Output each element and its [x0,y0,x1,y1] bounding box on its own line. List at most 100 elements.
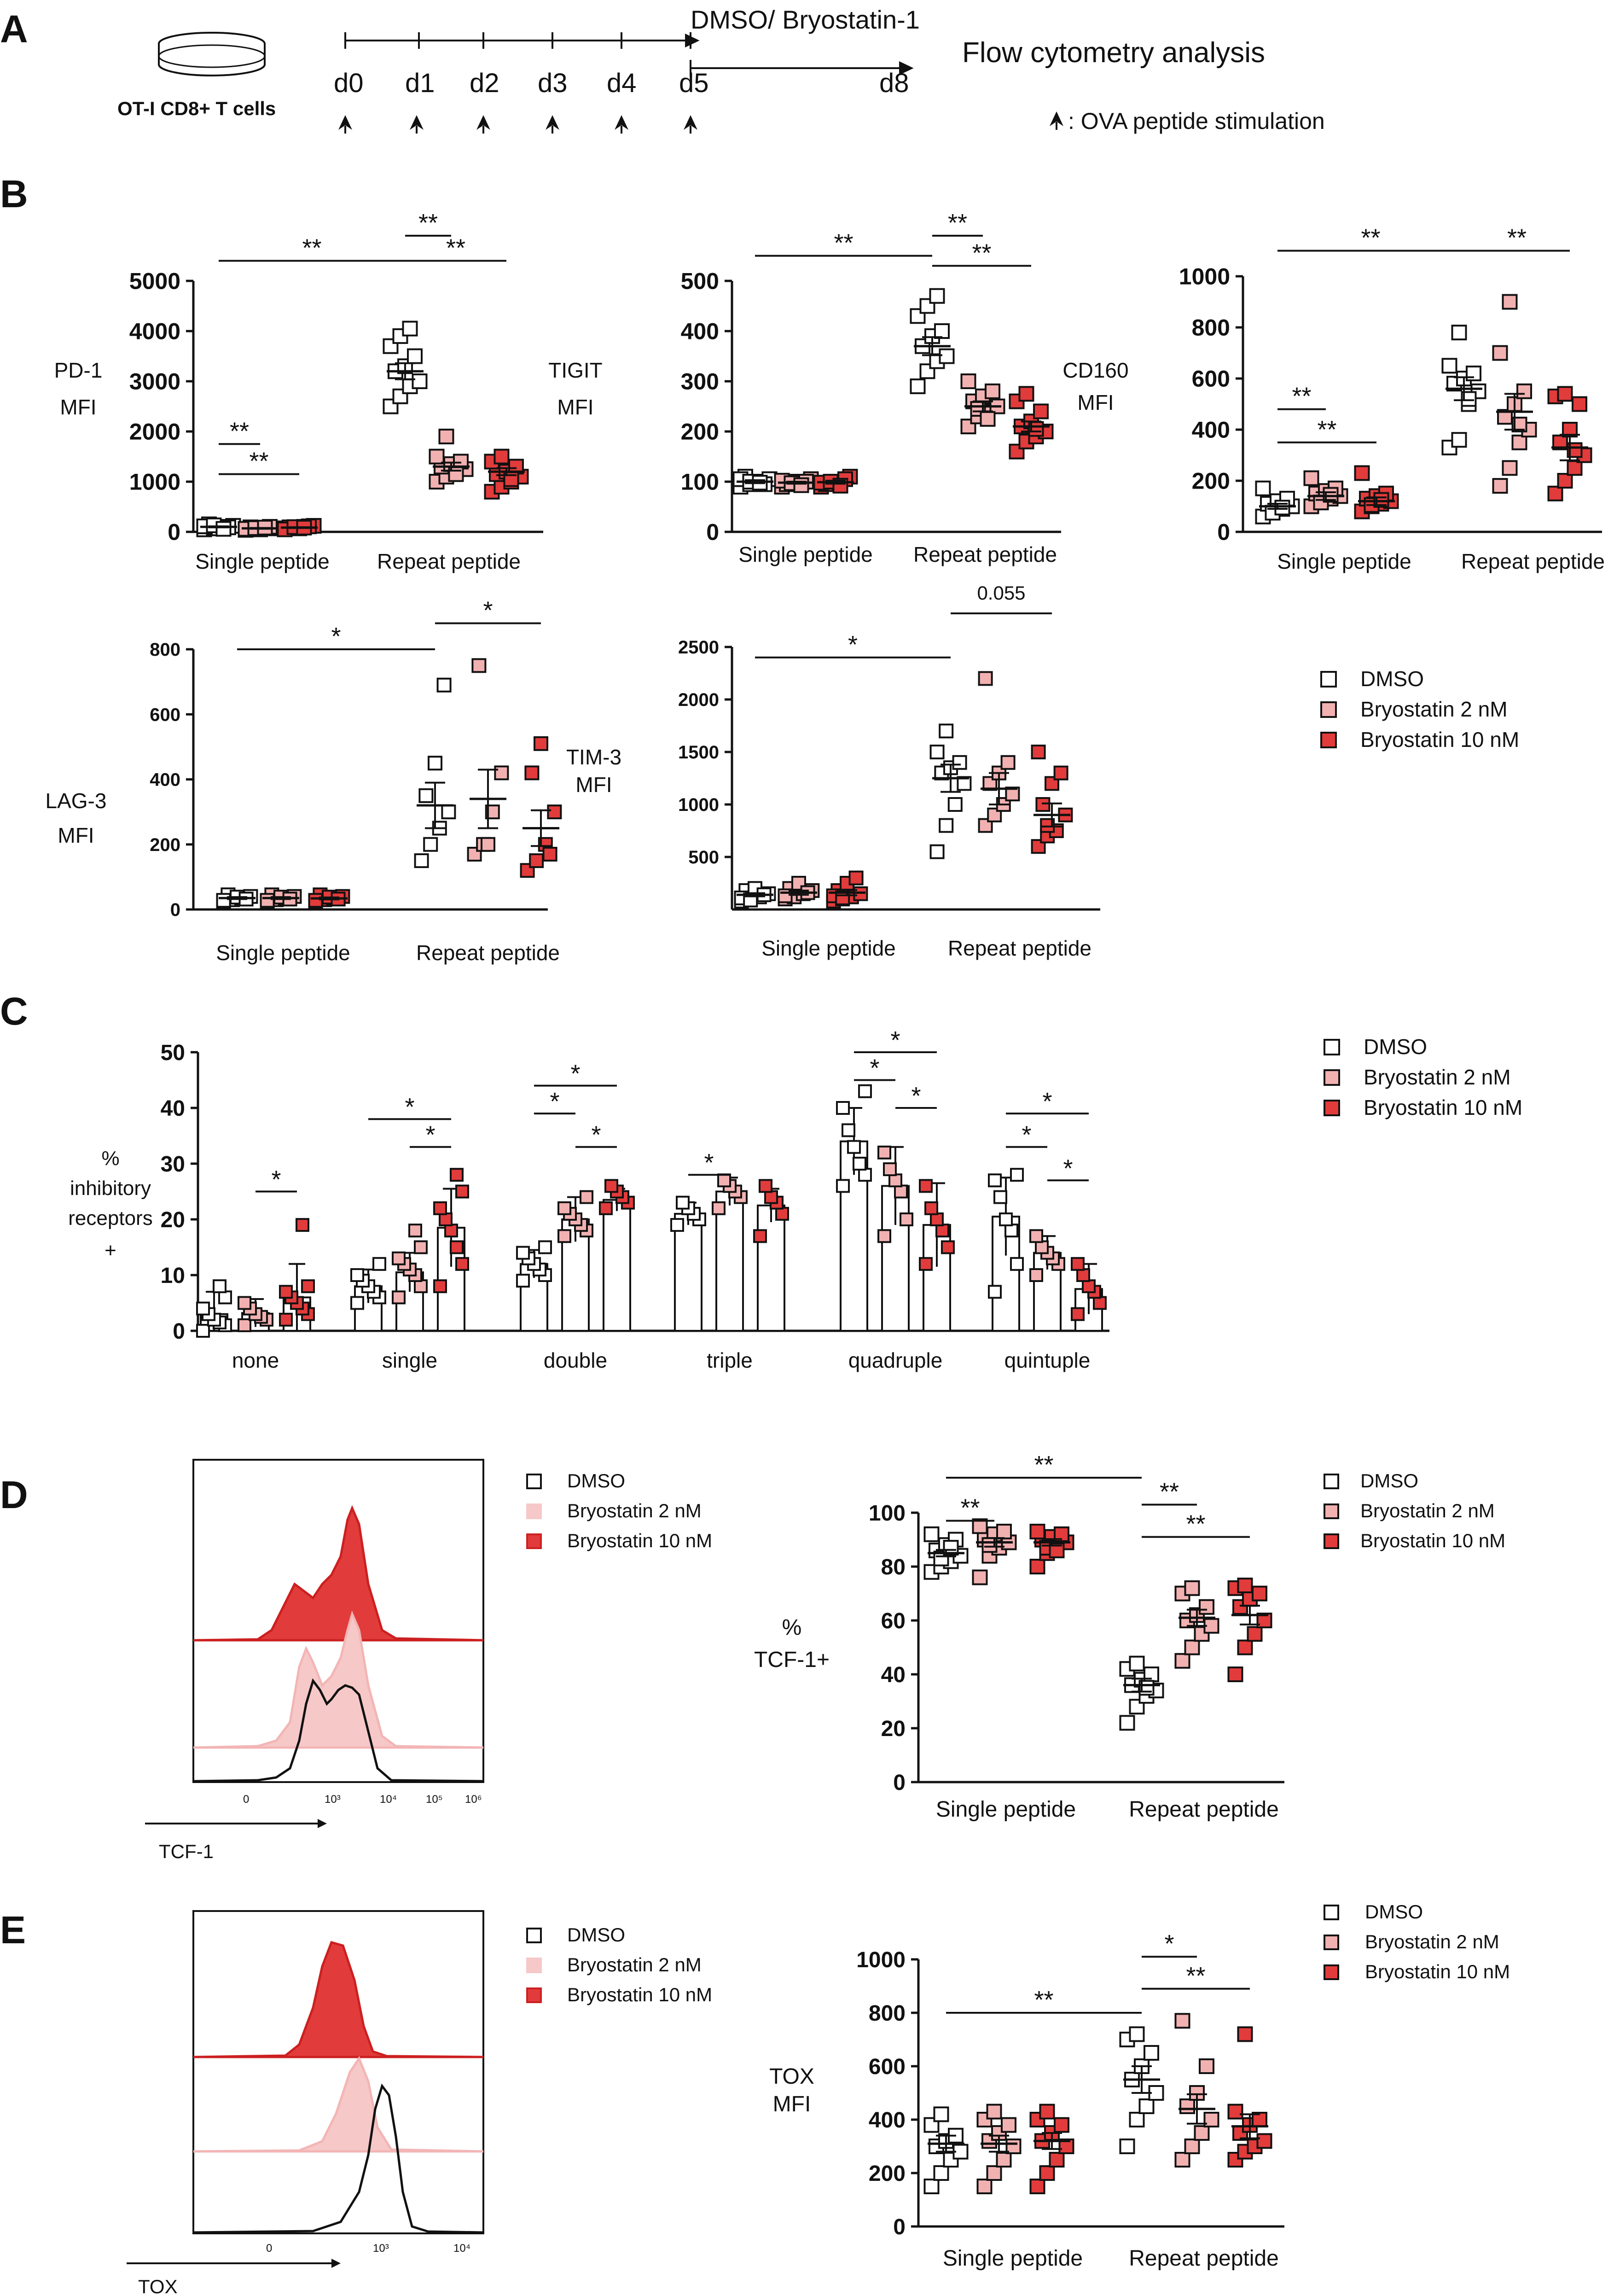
tigit-group-label-0: Single peptide [738,542,873,566]
tim3-ytick-label-0: 500 [688,847,719,868]
inhibitory-point-c1-s2-7 [450,1168,464,1182]
tox-ytick-label-5: 1000 [856,1948,906,1972]
tim3-ylabel-line-0: TIM-3 [566,745,621,769]
lag3-point-g1-s2-3 [547,804,562,820]
tim3-ytick-label-1: 1000 [678,795,719,815]
panel-letter-e: E [0,1908,26,1952]
legend-e-hist-bryo2-label: Bryostatin 2 nM [567,1954,702,1975]
tcf1-point-g0-s1-0 [972,1569,988,1585]
tcf1-point-g1-s1-1 [1184,1639,1200,1655]
tox-point-g1-s0-6 [1144,2045,1159,2061]
inhibitory-point-c5-s2-5 [1071,1257,1085,1271]
tox-point-g0-s1-2 [996,2152,1012,2168]
inhibitory-point-c5-s0-1 [1010,1257,1024,1271]
cd160-ylabel-line-1: MFI [1077,390,1114,414]
inhibitory-point-c4-s1-3 [888,1173,902,1188]
pd1-group-label-0: Single peptide [195,549,330,573]
legend-d-hist-bryo2-label: Bryostatin 2 nM [567,1500,702,1521]
chart-tox: 0 200 400 600 800 1000 TOX MFI Single peptide Rep… [769,1930,1284,2271]
inhibitory-sig-label-1: * [405,1093,414,1121]
histogram-tox-tick-1: 10³ [373,2242,389,2255]
inhibitory-point-c3-s0-4 [676,1195,690,1210]
legend-b: DMSO Bryostatin 2 nM Bryostatin 10 nM [1320,667,1519,752]
inhibitory-point-c4-s2-0 [919,1257,933,1271]
tcf1-sig-label-2: ** [1160,1478,1179,1505]
inhibitory-sig-label-2: * [425,1121,435,1149]
cd160-point-g1-s1-2 [1511,434,1527,450]
inhibitory-sig-label-6: * [704,1149,714,1177]
tigit-point-g1-s2-6 [1033,403,1049,420]
cells-label: OT-I CD8+ T cells [117,98,276,119]
day-label-5: d5 [679,68,709,98]
inhibitory-point-c5-s2-4 [1076,1268,1090,1282]
tox-point-g1-s0-8 [1129,2026,1145,2042]
tcf1-point-g1-s2-0 [1227,1667,1243,1682]
inhibitory-point-c1-s1-7 [408,1224,422,1238]
tim3-ylabel-line-1: MFI [575,773,612,797]
inhibitory-point-c4-s1-5 [877,1145,891,1160]
tox-point-g1-s1-7 [1174,2013,1190,2029]
lag3-group-label-0: Single peptide [216,941,350,965]
culture-dish-icon [158,32,266,76]
cd160-sig-label-3: ** [1317,416,1336,443]
panel-letter-b: B [0,172,28,216]
inhibitory-category-label-1: single [382,1348,437,1372]
inhibitory-sig-label-4: * [550,1088,559,1115]
inhibitory-point-c5-s0-6 [1010,1168,1024,1182]
panel-letter-d: D [0,1473,28,1516]
inhibitory-point-c2-s1-5 [557,1201,571,1215]
inhibitory-sig-label-5: * [591,1121,601,1149]
histogram-tcf1-xlabel: TCF-1 [159,1841,214,1862]
pd1-ytick-label-4: 4000 [129,319,180,344]
legend-e: DMSO Bryostatin 2 nM Bryostatin 10 nM [1324,1901,1510,1982]
tox-group-label-0: Single peptide [943,2246,1083,2271]
tim3-point-g1-s1-6 [1000,755,1016,770]
inhibitory-sig-label-7: * [890,1026,900,1054]
inhibitory-point-c1-s0-6 [372,1257,386,1271]
legend-d-bryo2-label: Bryostatin 2 nM [1360,1500,1495,1521]
inhibitory-point-c0-s1-5 [238,1296,251,1310]
tcf1-ytick-label-3: 60 [881,1609,906,1633]
chart-lag3: 0 200 400 600 800 LAG-3 MFI Single peptide Repea… [46,597,562,965]
tigit-ytick-label-2: 200 [681,419,719,445]
tcf1-point-g0-s2-7 [1029,1523,1045,1539]
cd160-ytick-label-2: 400 [1192,417,1230,443]
legend-d-hist-bryo2-swatch [526,1503,542,1519]
pd1-sig-label-2: ** [446,234,465,262]
inhibitory-point-c2-s1-6 [580,1190,593,1204]
inhibitory-point-c4-s1-2 [894,1184,908,1199]
tox-point-g0-s0-7 [923,2117,940,2133]
cd160-ytick-label-5: 1000 [1179,264,1230,290]
tim3-point-g1-s0-2 [947,797,963,812]
histogram-tcf1-tick-2: 10⁴ [380,1793,397,1806]
inhibitory-point-c5-s0-4 [993,1190,1007,1204]
cd160-point-g0-s1-7 [1303,470,1319,486]
pd1-group-label-1: Repeat peptide [377,549,521,573]
tigit-point-g1-s1-9 [980,411,996,427]
tox-point-g0-s1-1 [986,2165,1002,2181]
histogram-tcf1-tick-4: 10⁶ [465,1793,482,1806]
cd160-point-g1-s2-6 [1572,396,1587,412]
pd1-point-g1-s0-6 [407,348,423,364]
inhibitory-ylabel-line-3: + [105,1239,116,1262]
tcf1-point-g1-s0-8 [1129,1655,1145,1672]
inhibitory-point-c5-s1-5 [1029,1229,1043,1243]
inhibitory-point-c5-s0-3 [999,1212,1013,1226]
legend-e-hist-dmso-swatch [526,1928,542,1943]
cd160-point-g1-s0-6 [1466,365,1481,381]
pd1-point-g1-s2-8 [493,449,510,465]
tcf1-point-g1-s1-8 [1184,1580,1200,1596]
inhibitory-point-c3-s2-4 [759,1179,772,1193]
lag3-point-g1-s0-3 [441,804,456,820]
tigit-ytick-label-3: 300 [681,369,719,395]
tox-point-g0-s1-0 [976,2179,993,2194]
inhibitory-sig-label-11: * [1022,1121,1031,1149]
tim3-point-g1-s2-4 [1035,797,1051,812]
lag3-point-g1-s1-3 [494,765,509,781]
timeline [344,32,914,76]
legend-d-hist-dmso-swatch [526,1474,542,1489]
cd160-ytick-label-4: 800 [1192,315,1230,341]
inhibitory-category-label-2: double [544,1348,607,1372]
tox-point-g1-s2-3 [1256,2133,1272,2149]
